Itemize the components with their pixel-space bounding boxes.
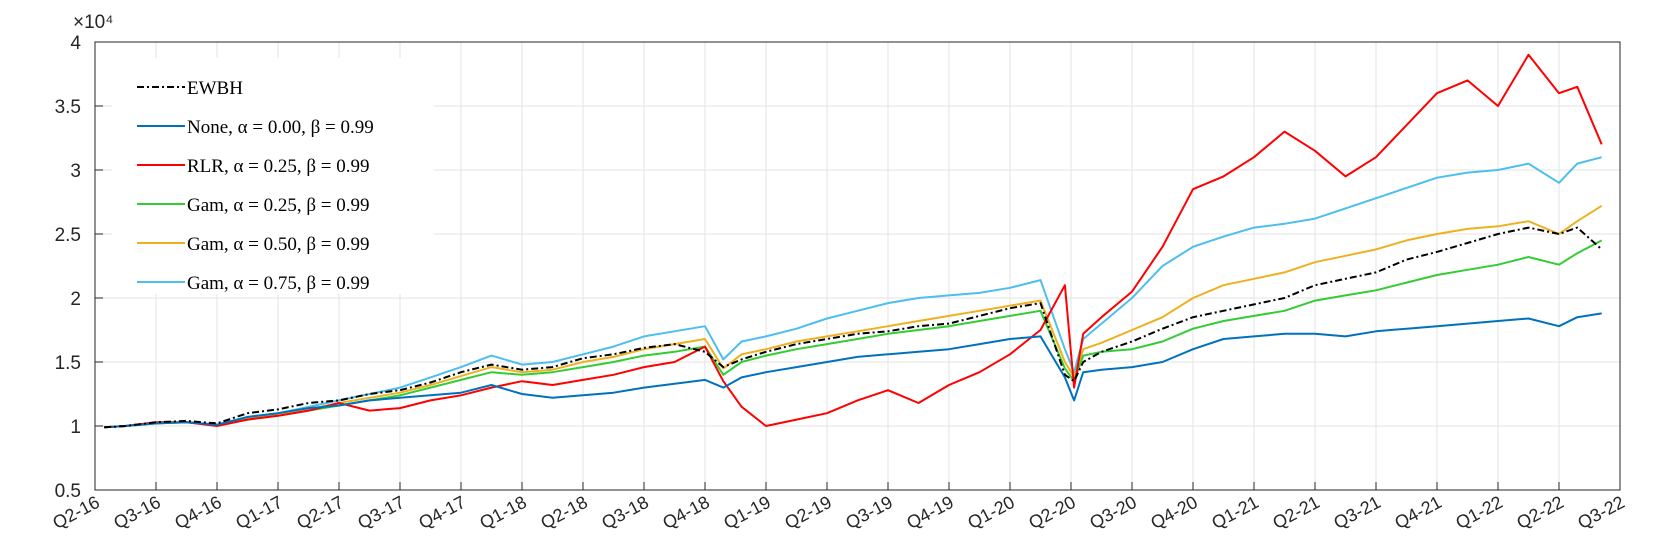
x-tick-label: Q4-21	[1391, 492, 1445, 533]
x-tick-label: Q3-20	[1086, 492, 1140, 533]
x-tick-label: Q2-17	[293, 492, 347, 533]
series-line-2	[104, 53, 1603, 429]
x-tick-label: Q2-20	[1025, 492, 1079, 533]
y-tick-label: 1.5	[55, 353, 81, 374]
x-tick-label: Q2-18	[537, 492, 591, 533]
series-line-4	[104, 204, 1603, 429]
y-exponent-label: ×10⁴	[73, 12, 113, 33]
x-tick-label: Q4-17	[415, 492, 469, 533]
x-tick-label: Q3-18	[598, 492, 652, 533]
legend-label: Gam, α = 0.75, β = 0.99	[187, 273, 370, 294]
y-tick-label: 1	[70, 417, 81, 438]
plot-area	[94, 41, 1621, 491]
y-tick-label: 3	[70, 161, 81, 182]
y-tick-label: 4	[70, 33, 81, 54]
y-tick-label: 2.5	[55, 225, 81, 246]
legend-label: Gam, α = 0.50, β = 0.99	[187, 234, 370, 255]
x-tick-label: Q4-16	[171, 492, 225, 533]
x-tick-label: Q1-22	[1452, 492, 1506, 533]
y-tick-label: 2	[70, 289, 81, 310]
x-tick-label: Q1-21	[1208, 492, 1262, 533]
x-tick-label: Q4-20	[1147, 492, 1201, 533]
legend: EWBH None, α = 0.00, β = 0.99 RLR, α = 0.2…	[112, 58, 434, 294]
x-tick-label: Q4-19	[903, 492, 957, 533]
x-tick-label: Q3-21	[1330, 492, 1384, 533]
y-tick-label: 0.5	[55, 481, 81, 502]
series-line-0	[104, 226, 1603, 429]
x-tick-label: Q1-18	[476, 492, 530, 533]
legend-label: EWBH	[187, 78, 243, 99]
x-tick-label: Q2-19	[781, 492, 835, 533]
x-tick-label: Q1-20	[964, 492, 1018, 533]
legend-label: RLR, α = 0.25, β = 0.99	[187, 156, 370, 177]
series-lines	[104, 53, 1603, 429]
x-tick-label: Q1-19	[720, 492, 774, 533]
y-tick-label: 3.5	[55, 97, 81, 118]
x-tick-label: Q1-17	[232, 492, 286, 533]
x-tick-label: Q2-22	[1513, 492, 1567, 533]
x-tick-label: Q3-17	[354, 492, 408, 533]
series-line-1	[104, 312, 1602, 429]
x-tick-label: Q4-18	[659, 492, 713, 533]
x-tick-label: Q3-22	[1574, 492, 1628, 533]
legend-label: None, α = 0.00, β = 0.99	[187, 117, 374, 138]
legend-label: Gam, α = 0.25, β = 0.99	[187, 195, 370, 216]
x-tick-label: Q2-21	[1269, 492, 1323, 533]
x-tick-label: Q3-16	[110, 492, 164, 533]
legend-box	[112, 58, 434, 294]
series-line-5	[104, 156, 1602, 429]
x-tick-label: Q3-19	[842, 492, 896, 533]
